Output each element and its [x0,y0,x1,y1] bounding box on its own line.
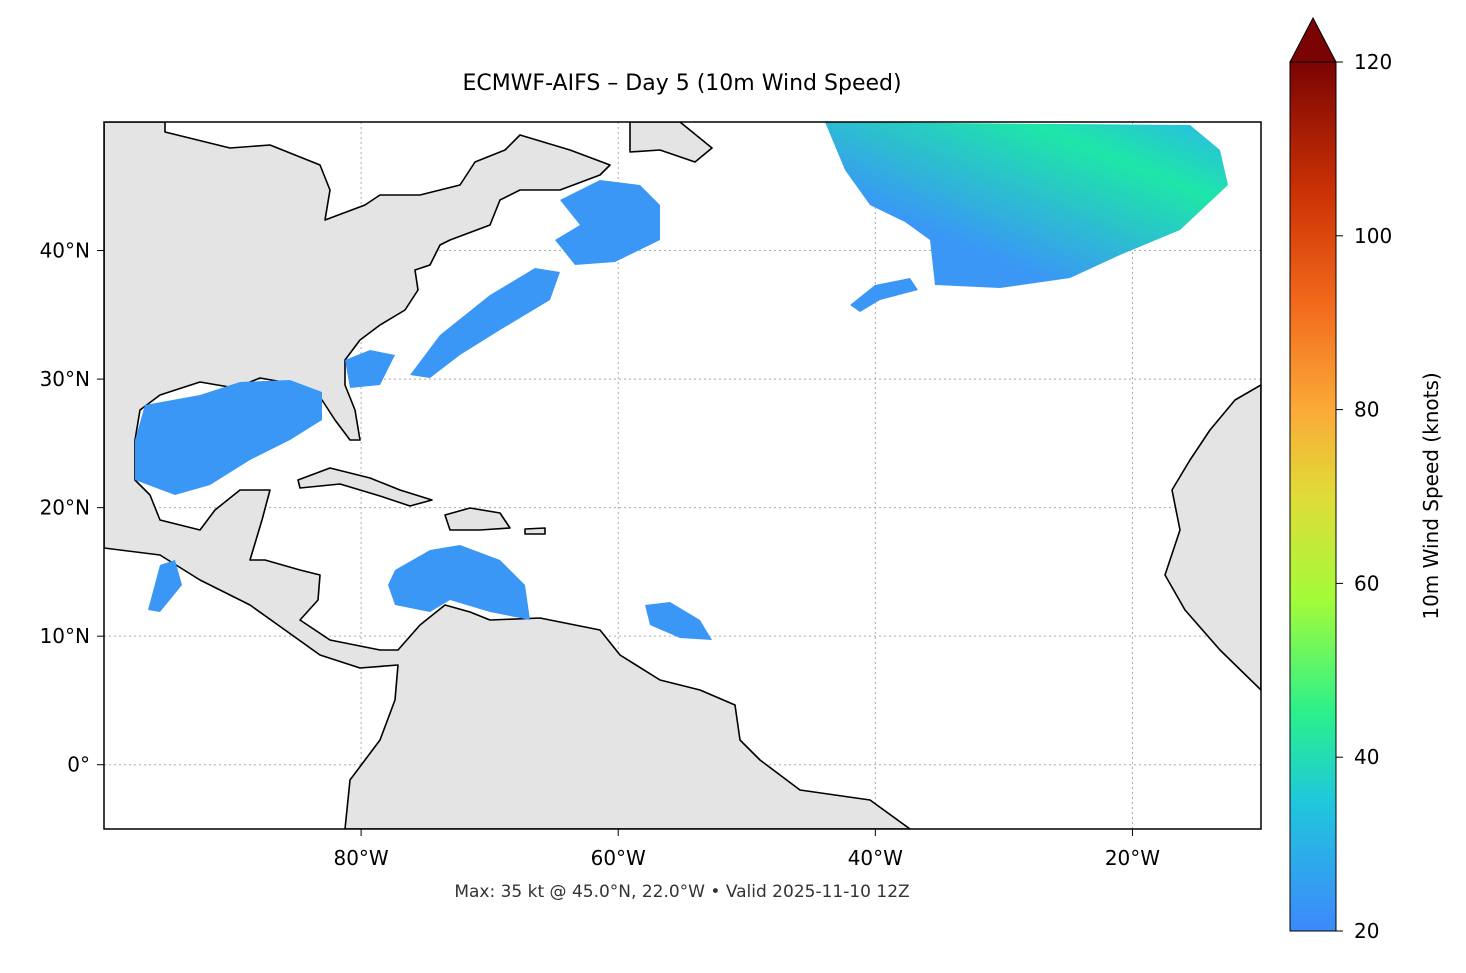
colorbar-tick-label: 80 [1354,398,1379,422]
wind-atlantic-ne-coast [555,180,660,265]
x-tick-label: 40°W [848,846,903,870]
y-tick-label: 20°N [40,496,90,520]
africa [1164,384,1261,691]
puerto-rico [524,527,546,535]
map-title: ECMWF-AIFS – Day 5 (10m Wind Speed) [462,71,901,96]
footer-note: Max: 35 kt @ 45.0°N, 22.0°W • Valid 2025… [454,882,909,902]
y-tick-label: 40°N [40,239,90,263]
wind-pacific [148,560,182,612]
colorbar-extend [1289,16,1337,63]
colorbar-label: 10m Wind Speed (knots) [1419,372,1443,619]
colorbar-tick-label: 60 [1354,571,1379,595]
map-frame [103,121,1262,830]
wind-northeast-atlantic [825,122,1228,288]
colorbar [1289,61,1337,932]
x-tick-label: 60°W [591,846,646,870]
cuba [297,467,433,507]
x-tick-label: 20°W [1105,846,1160,870]
colorbar-tick-label: 100 [1354,224,1392,248]
newfoundland [629,122,713,163]
colorbar-tick-label: 40 [1354,745,1379,769]
americas [104,122,911,829]
axes: 80°W 60°W 40°W 20°W 0° 10°N 20°N 30°N 40°N [40,239,1161,870]
colorbar-tick-label: 20 [1354,919,1379,943]
wind-gulf [135,380,322,495]
wind-azores [850,278,918,312]
hispaniola [444,507,511,531]
y-tick-label: 10°N [40,624,90,648]
x-tick-label: 80°W [333,846,388,870]
y-tick-label: 30°N [40,367,90,391]
y-tick-label: 0° [67,753,90,777]
colorbar-tick-label: 120 [1354,50,1392,74]
wind-caribbean [388,545,530,620]
wind-bermuda [345,350,395,388]
wind-atlantic-west [410,268,560,378]
wind-tropical [645,602,712,640]
map-area [104,122,1261,829]
